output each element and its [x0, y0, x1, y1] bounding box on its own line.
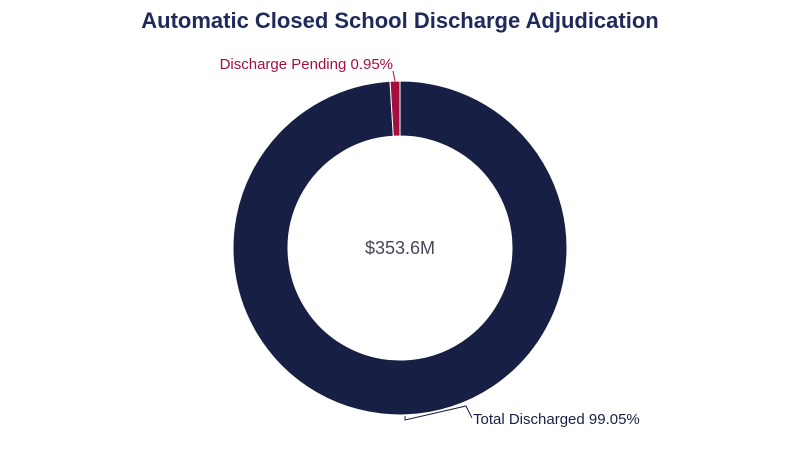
slice-total-discharged[interactable] — [232, 80, 568, 416]
leader-line-total-discharged — [404, 405, 473, 421]
slice-label-total-discharged: Total Discharged 99.05% — [473, 411, 640, 428]
slice-discharge-pending[interactable] — [389, 80, 401, 137]
center-total-label: $353.6M — [365, 238, 435, 258]
labels-group: Total Discharged 99.05% Discharge Pending… — [220, 56, 640, 428]
leaders-group — [392, 70, 473, 421]
leader-line-discharge-pending — [392, 70, 396, 82]
slices-group — [232, 80, 568, 416]
slice-label-discharge-pending: Discharge Pending 0.95% — [220, 56, 393, 73]
chart-title: Automatic Closed School Discharge Adjudi… — [141, 8, 658, 33]
